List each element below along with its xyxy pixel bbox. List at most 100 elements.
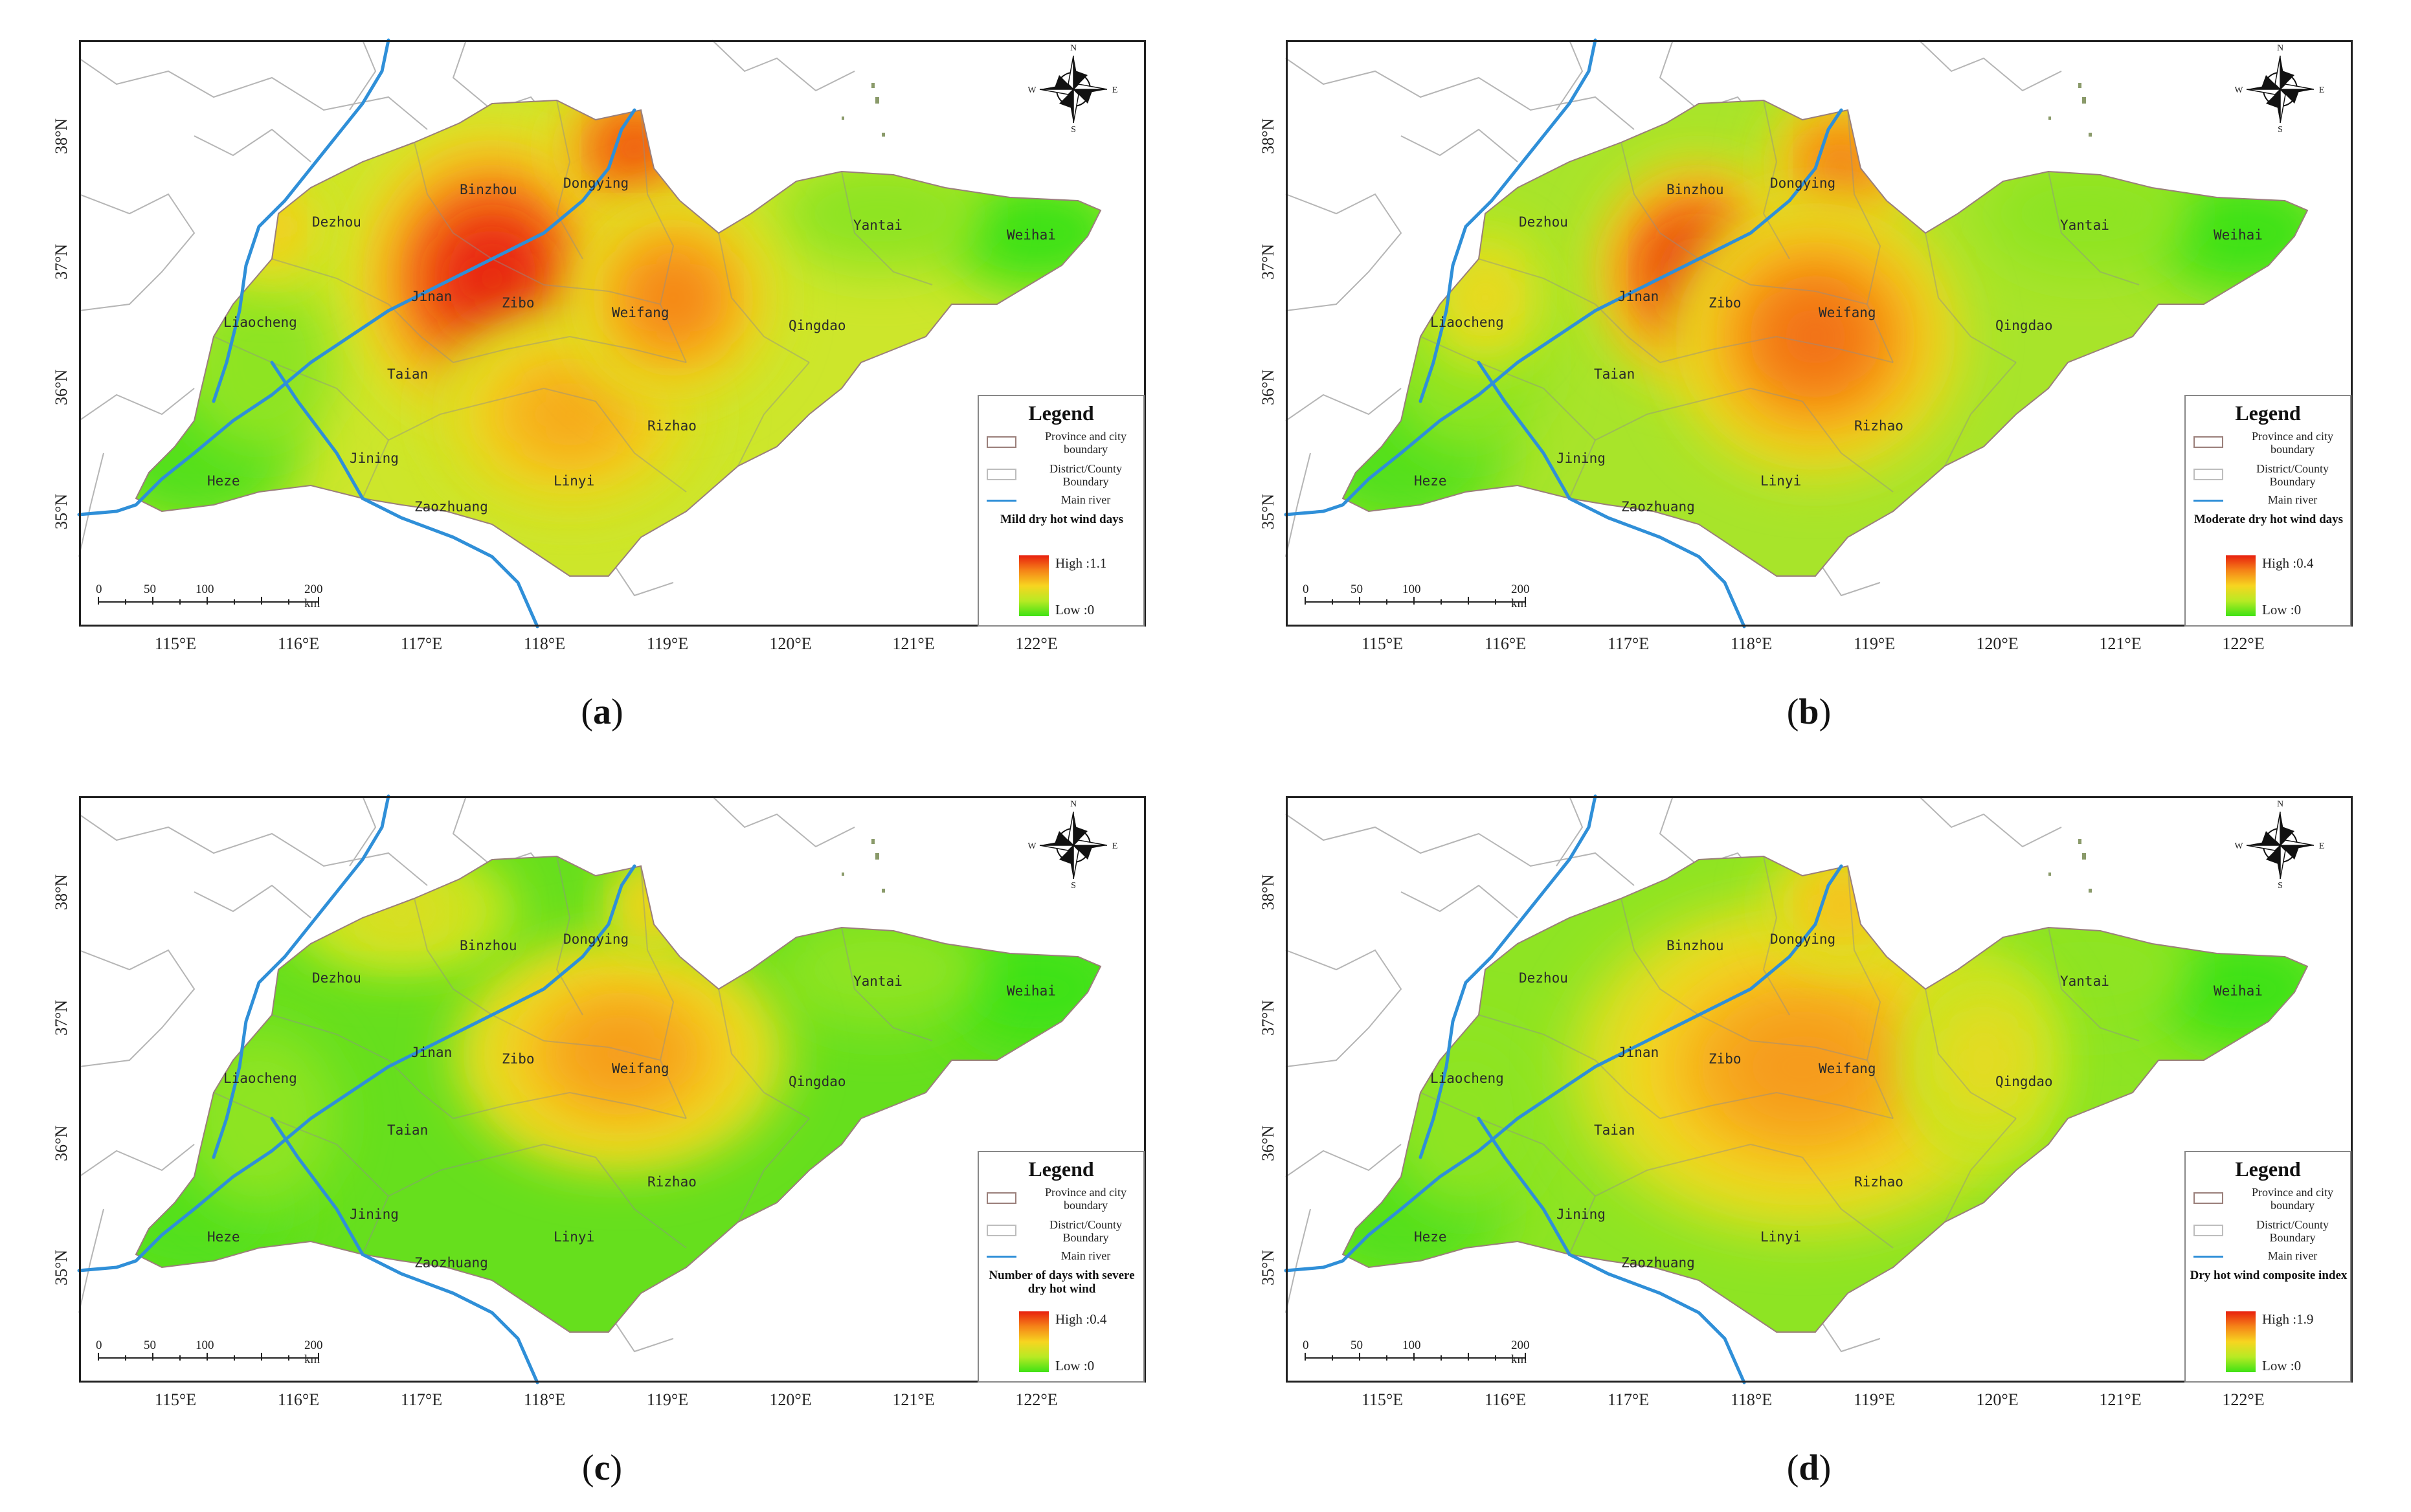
legend-province-boundary: Province and city boundary: [2252, 1186, 2333, 1212]
y-tick: 35°N: [1259, 1249, 1277, 1285]
province-boundary-symbol: [2193, 436, 2223, 448]
city-label-liaocheng: Liaocheng: [223, 1071, 297, 1086]
city-labels: Binzhou Dongying Dezhou Weihai Yantai Jinan Zi…: [1414, 175, 2263, 515]
panel-label: (c): [581, 1448, 623, 1488]
city-label-weihai: Weihai: [1007, 983, 1056, 999]
color-ramp: [1019, 555, 1049, 616]
internal-boundaries: [1420, 100, 2140, 499]
legend-county-boundary: District/County Boundary: [1049, 462, 1122, 488]
city-label-zibo: Zibo: [502, 1051, 535, 1067]
scale-bar-line: [98, 1353, 319, 1361]
legend-title: Legend: [2235, 1157, 2301, 1181]
scale-tick: 0: [96, 583, 102, 596]
city-label-yantai: Yantai: [2060, 217, 2109, 233]
city-label-taian: Taian: [387, 1122, 428, 1138]
internal-boundaries: [213, 856, 933, 1255]
y-tick: 35°N: [52, 1249, 71, 1285]
scale-tick: 100: [1402, 1339, 1421, 1352]
x-tick: 117°E: [1607, 1390, 1650, 1409]
grand-canal: [1419, 794, 1597, 1159]
x-tick: 122°E: [1015, 634, 1058, 653]
river-symbol: [987, 500, 1016, 502]
map-canvas: Binzhou Dongying Dezhou Weihai Yantai Jinan Zi…: [77, 38, 1146, 628]
high-value-area: [1817, 885, 1866, 925]
y-tick: 37°N: [52, 999, 71, 1036]
x-tick: 120°E: [1976, 634, 2019, 653]
scale-bar: 0 50 100 200 km: [91, 583, 324, 610]
city-label-jinan: Jinan: [1618, 289, 1659, 304]
canal-south: [270, 1117, 539, 1384]
panel-letter: b: [1799, 692, 1819, 732]
legend-low: Low :0: [2262, 602, 2302, 617]
main-rivers: [1284, 38, 1843, 628]
city-label-rizhao: Rizhao: [1854, 418, 1903, 434]
high-value-area: [638, 262, 709, 333]
y-tick: 38°N: [1259, 874, 1277, 910]
province-boundary: [135, 99, 1102, 577]
city-label-heze: Heze: [207, 1229, 240, 1245]
city-label-binzhou: Binzhou: [460, 938, 517, 953]
city-label-linyi: Linyi: [554, 473, 594, 489]
legend-high: High :0.4: [2262, 555, 2314, 571]
city-label-qingdao: Qingdao: [789, 318, 846, 333]
city-label-jining: Jining: [1556, 1206, 1606, 1222]
internal-boundaries: [1420, 856, 2140, 1255]
city-label-taian: Taian: [1594, 366, 1635, 382]
scale-tick: 100: [1402, 583, 1421, 596]
scale-tick: 200 km: [1511, 583, 1530, 610]
grand-canal: [212, 38, 390, 403]
city-label-weifang: Weifang: [1819, 1061, 1876, 1076]
compass-n: N: [2277, 43, 2283, 53]
x-tick: 117°E: [1607, 634, 1650, 653]
x-tick: 121°E: [892, 634, 935, 653]
county-boundary-symbol: [987, 1225, 1016, 1236]
legend-county-boundary: District/County Boundary: [1049, 1218, 1122, 1244]
canal-south: [1477, 361, 1746, 628]
city-label-zaozhuang: Zaozhuang: [1621, 499, 1695, 515]
legend-main-river: Main river: [2267, 1249, 2318, 1262]
x-tick: 121°E: [2099, 1390, 2142, 1409]
panel-letter: a: [593, 692, 611, 732]
compass-s: S: [1071, 125, 1076, 133]
x-tick: 120°E: [769, 1390, 812, 1409]
legend: Legend Province and city boundary Distri…: [978, 395, 1145, 627]
city-label-rizhao: Rizhao: [647, 418, 697, 434]
legend-variable: Mild dry hot wind days: [1000, 513, 1124, 526]
main-rivers: [77, 794, 636, 1384]
y-tick: 35°N: [1259, 493, 1277, 529]
compass-rose-icon: N S E W: [1028, 43, 1117, 133]
legend-title: Legend: [1028, 1157, 1094, 1181]
city-label-yantai: Yantai: [2060, 973, 2109, 989]
legend-county-boundary: District/County Boundary: [2256, 1218, 2329, 1244]
city-label-dezhou: Dezhou: [1519, 970, 1568, 986]
high-value-area: [445, 227, 539, 329]
city-label-binzhou: Binzhou: [460, 182, 517, 197]
legend: Legend Province and city boundary Distri…: [2184, 1151, 2351, 1383]
map-frame: [79, 40, 1146, 627]
city-label-qingdao: Qingdao: [1995, 1074, 2053, 1089]
legend-low: Low :0: [1055, 1358, 1095, 1373]
county-boundary-symbol: [987, 469, 1016, 480]
city-label-weihai: Weihai: [2214, 983, 2263, 999]
x-tick: 122°E: [2222, 634, 2265, 653]
islands: [2048, 83, 2092, 137]
scale-tick: 0: [1303, 1339, 1309, 1352]
grand-canal: [1419, 38, 1597, 403]
panel-letter: d: [1799, 1448, 1819, 1488]
x-tick: 115°E: [154, 634, 197, 653]
map-frame: [1286, 40, 2353, 627]
county-boundary-symbol: [2193, 469, 2223, 480]
x-tick: 122°E: [1015, 1390, 1058, 1409]
city-label-weifang: Weifang: [612, 305, 669, 320]
color-ramp: [2226, 555, 2256, 616]
canal-south: [1477, 1117, 1746, 1384]
y-tick: 37°N: [52, 243, 71, 280]
legend-main-river: Main river: [2267, 493, 2318, 506]
map-frame: [1286, 796, 2353, 1383]
heat-field: [1343, 856, 2307, 1332]
scale-bar-line: [1305, 1353, 1526, 1361]
river-symbol: [2193, 1256, 2223, 1258]
city-labels: Binzhou Dongying Dezhou Weihai Yantai Jinan Zi…: [1414, 931, 2263, 1271]
grand-canal: [212, 794, 390, 1159]
province-boundary: [1341, 99, 2309, 577]
